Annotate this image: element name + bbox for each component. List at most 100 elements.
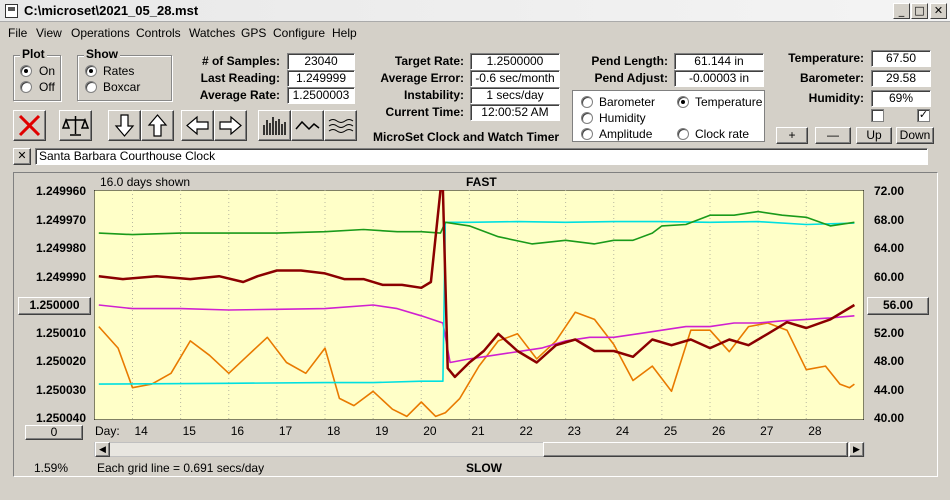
average-error-field: -0.6 sec/month (470, 70, 560, 87)
right-arrow-button[interactable] (214, 110, 247, 141)
clock-rate-radio[interactable] (677, 128, 689, 140)
show-boxcar-radio[interactable] (85, 81, 97, 93)
day-tick-label: 21 (471, 424, 485, 438)
balance-scale-icon (61, 116, 90, 136)
smooth-button[interactable] (324, 110, 357, 141)
center-rate-button[interactable]: 1.250000 (18, 297, 91, 315)
env-up-button[interactable]: Up (856, 127, 892, 144)
histogram-icon (263, 117, 286, 135)
down-arrow-button[interactable] (108, 110, 141, 141)
menu-configure[interactable]: Configure (273, 26, 326, 40)
days-shown-label: 16.0 days shown (100, 175, 191, 189)
target-rate-field[interactable]: 1.2500000 (470, 53, 560, 70)
amplitude-radio[interactable] (581, 128, 593, 140)
plot-group-title: Plot (20, 47, 47, 61)
menu-help[interactable]: Help (332, 26, 357, 40)
scroll-right-button[interactable]: ▶ (849, 442, 864, 457)
close-button[interactable]: ✕ (930, 3, 947, 19)
day-axis-label: Day: (95, 424, 120, 438)
right-tick: 72.00 (874, 184, 905, 198)
horizontal-scrollbar[interactable]: ◀ ▶ (94, 442, 865, 457)
left-tick: 1.249970 (35, 213, 86, 227)
histogram-button[interactable] (258, 110, 291, 141)
left-tick: 1.249990 (35, 270, 86, 284)
smooth-waves-icon (328, 119, 354, 133)
day-tick-label: 17 (278, 424, 293, 438)
right-level-button[interactable]: 56.00 (867, 297, 929, 315)
menu-operations[interactable]: Operations (71, 26, 130, 40)
stop-x-icon (18, 114, 41, 137)
right-tick: 44.00 (874, 383, 905, 397)
average-error-label: Average Error: (380, 71, 464, 85)
right-tick: 64.00 (874, 241, 905, 255)
amplitude-option-label: Amplitude (599, 127, 653, 141)
left-tick: 1.249960 (35, 184, 86, 198)
show-boxcar-label: Boxcar (103, 80, 141, 94)
show-group-title: Show (84, 47, 120, 61)
env-checkbox-right[interactable]: ✓ (917, 109, 930, 122)
env-minus-button[interactable]: — (815, 127, 851, 144)
maximize-button[interactable]: □ (911, 3, 928, 19)
chart-panel (13, 172, 938, 477)
left-tick: 1.250020 (35, 354, 86, 368)
menu-file[interactable]: File (8, 26, 28, 40)
plot-on-label: On (39, 64, 56, 78)
left-tick: 1.249980 (35, 241, 86, 255)
humidity-radio[interactable] (581, 112, 593, 124)
day-tick-label: 23 (567, 424, 581, 438)
current-time-label: Current Time: (385, 105, 464, 119)
clear-clock-button[interactable]: ✕ (13, 148, 31, 165)
balance-button[interactable] (59, 110, 92, 141)
temperature-radio[interactable] (677, 96, 689, 108)
left-tick: 1.250030 (35, 383, 86, 397)
slow-label: SLOW (466, 461, 502, 475)
env-checkbox-left[interactable] (871, 109, 884, 122)
left-arrow-button[interactable] (181, 110, 214, 141)
barometer-option-label: Barometer (599, 95, 656, 109)
env-plus-button[interactable]: + (776, 127, 808, 144)
instability-label: Instability: (403, 88, 464, 102)
menu-view[interactable]: View (36, 26, 62, 40)
pend-adjust-label: Pend Adjust: (594, 71, 668, 85)
stop-button[interactable] (13, 110, 46, 141)
right-tick: 60.00 (874, 270, 905, 284)
right-arrow-icon (219, 115, 242, 136)
day-tick-label: 22 (519, 424, 533, 438)
clock-rate-option-label: Clock rate (695, 127, 750, 141)
samples-field: 23040 (287, 53, 355, 70)
clock-rate-series-line (98, 190, 856, 379)
env-down-button[interactable]: Down (896, 127, 934, 144)
day-tick-label: 14 (134, 424, 148, 438)
menu-controls[interactable]: Controls (136, 26, 181, 40)
menu-gps[interactable]: GPS (241, 26, 267, 40)
day-tick-label: 24 (615, 424, 630, 438)
right-tick: 48.00 (874, 354, 905, 368)
clock-name-field[interactable]: Santa Barbara Courthouse Clock (35, 148, 928, 165)
left-arrow-icon (186, 115, 209, 136)
left-tick: 1.250010 (35, 326, 86, 340)
right-tick: 68.00 (874, 213, 905, 227)
plot-off-radio[interactable] (20, 81, 32, 93)
humidity-field: 69% (871, 90, 931, 107)
instability-field: 1 secs/day (470, 87, 560, 104)
plot-group (13, 55, 61, 101)
rate-chart (94, 190, 864, 420)
scroll-thumb[interactable] (543, 442, 848, 457)
last-reading-field: 1.249999 (287, 70, 355, 87)
plot-on-radio[interactable] (20, 65, 32, 77)
current-time-field: 12:00:52 AM (470, 104, 560, 121)
menu-watches[interactable]: Watches (189, 26, 236, 40)
scroll-left-button[interactable]: ◀ (95, 442, 110, 457)
average-rate-label: Average Rate: (199, 88, 280, 102)
show-rates-radio[interactable] (85, 65, 97, 77)
window-title: C:\microset\2021_05_28.mst (24, 3, 199, 18)
up-arrow-button[interactable] (141, 110, 174, 141)
show-rates-label: Rates (103, 64, 135, 78)
waveform-button[interactable] (291, 110, 324, 141)
barometer-radio[interactable] (581, 96, 593, 108)
waveform-icon (295, 120, 320, 131)
minimize-button[interactable]: _ (893, 3, 910, 19)
humidity-label: Humidity: (808, 91, 864, 105)
zero-button[interactable]: 0 (25, 425, 83, 440)
barometer-series-line (98, 311, 855, 418)
